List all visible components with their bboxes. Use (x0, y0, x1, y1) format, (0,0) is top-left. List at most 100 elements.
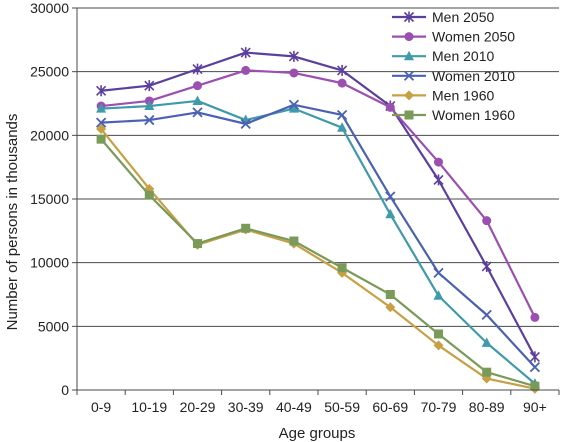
data-point (481, 260, 492, 272)
legend-marker (404, 110, 414, 120)
legend-label: Men 2050 (432, 9, 494, 25)
data-point (288, 50, 299, 62)
x-tick-label: 90+ (523, 399, 547, 415)
series-line (100, 51, 536, 358)
legend: Men 2050 Women 2050 Men 2010 Women 2010 Men … (392, 9, 515, 123)
data-point (482, 216, 492, 226)
data-point (144, 80, 155, 92)
data-point (336, 109, 348, 121)
y-tick-label: 30000 (30, 0, 69, 16)
legend-label: Women 2050 (432, 29, 515, 45)
data-point (433, 340, 444, 351)
x-tick-label: 30-39 (228, 399, 264, 415)
data-point (481, 309, 492, 321)
data-point (289, 236, 299, 246)
data-point (385, 290, 395, 299)
data-point (96, 85, 107, 97)
y-tick-label: 20000 (30, 127, 69, 143)
data-point (96, 123, 107, 134)
x-tick-label: 70-79 (421, 399, 457, 415)
x-tick-label: 40-49 (276, 399, 312, 415)
y-axis-ticks: 0 5000 10000 15000 20000 25000 30000 (30, 0, 77, 398)
legend-label: Women 2010 (432, 68, 515, 84)
data-point (385, 102, 395, 112)
series-line (100, 138, 536, 388)
data-point (337, 263, 347, 273)
series-line (101, 99, 536, 385)
legend-marker (403, 70, 415, 81)
data-point (193, 239, 202, 249)
data-point (385, 191, 396, 202)
data-point (96, 134, 106, 144)
series-men-1960 (96, 123, 540, 394)
x-tick-label: 50-59 (324, 399, 360, 415)
data-point (481, 337, 492, 347)
data-point (288, 103, 299, 113)
data-point (192, 95, 203, 105)
data-point (144, 100, 155, 111)
legend-marker (403, 11, 415, 23)
data-point (434, 157, 443, 167)
x-tick-label: 0-9 (91, 399, 111, 415)
data-point (529, 361, 541, 373)
data-point (433, 174, 444, 186)
x-tick-label: 60-69 (372, 399, 408, 415)
series-women-2010 (95, 99, 541, 373)
x-tick-label: 10-19 (131, 399, 167, 415)
data-point (289, 68, 299, 78)
x-axis-ticks: 0-9 10-19 20-29 30-39 40-49 50-59 60-69 70-79 80… (76, 390, 560, 415)
data-point (144, 114, 155, 126)
legend-entry: Men 1960 (392, 87, 494, 103)
y-axis-title: Number of persons in thousands (4, 114, 21, 331)
legend-label: Women 1960 (432, 107, 515, 123)
legend-entry: Women 2010 (392, 68, 515, 84)
data-point (433, 290, 444, 300)
legend-label: Men 2010 (432, 48, 494, 64)
data-point (385, 208, 396, 219)
series-group (95, 47, 541, 394)
series-women-1960 (96, 134, 540, 391)
legend-marker (404, 90, 414, 101)
series-line (100, 128, 536, 390)
y-tick-label: 25000 (30, 64, 69, 80)
y-tick-label: 0 (61, 382, 69, 398)
data-point (433, 267, 444, 278)
legend-label: Men 1960 (432, 87, 494, 103)
data-point (241, 65, 251, 75)
y-tick-label: 5000 (38, 318, 69, 334)
data-point (240, 47, 251, 59)
data-point (144, 190, 154, 200)
data-point (192, 107, 203, 118)
data-point (337, 78, 347, 88)
y-tick-label: 10000 (30, 255, 69, 271)
x-tick-label: 20-29 (180, 399, 216, 415)
data-point (96, 103, 107, 113)
data-point (241, 223, 251, 233)
data-point (193, 81, 202, 91)
data-point (529, 351, 540, 363)
data-point (288, 99, 300, 110)
data-point (385, 302, 396, 313)
data-point (482, 367, 492, 377)
data-point (337, 122, 348, 132)
data-point (434, 329, 443, 339)
axes (76, 8, 559, 391)
data-point (95, 117, 107, 128)
y-tick-label: 15000 (30, 191, 69, 207)
series-line (100, 69, 536, 318)
data-point (530, 312, 540, 322)
data-point (240, 118, 251, 130)
legend-marker (404, 50, 414, 61)
x-tick-label: 80-89 (469, 399, 505, 415)
legend-entry: Men 2010 (392, 48, 494, 64)
legend-marker (404, 32, 414, 42)
data-point (337, 64, 348, 76)
series-line (101, 103, 536, 368)
x-axis-title: Age groups (279, 425, 356, 442)
data-point (530, 381, 540, 391)
legend-entry: Women 2050 (392, 29, 515, 45)
legend-entry: Women 1960 (392, 107, 515, 123)
data-point (192, 63, 203, 75)
legend-entry: Men 2050 (392, 9, 494, 25)
